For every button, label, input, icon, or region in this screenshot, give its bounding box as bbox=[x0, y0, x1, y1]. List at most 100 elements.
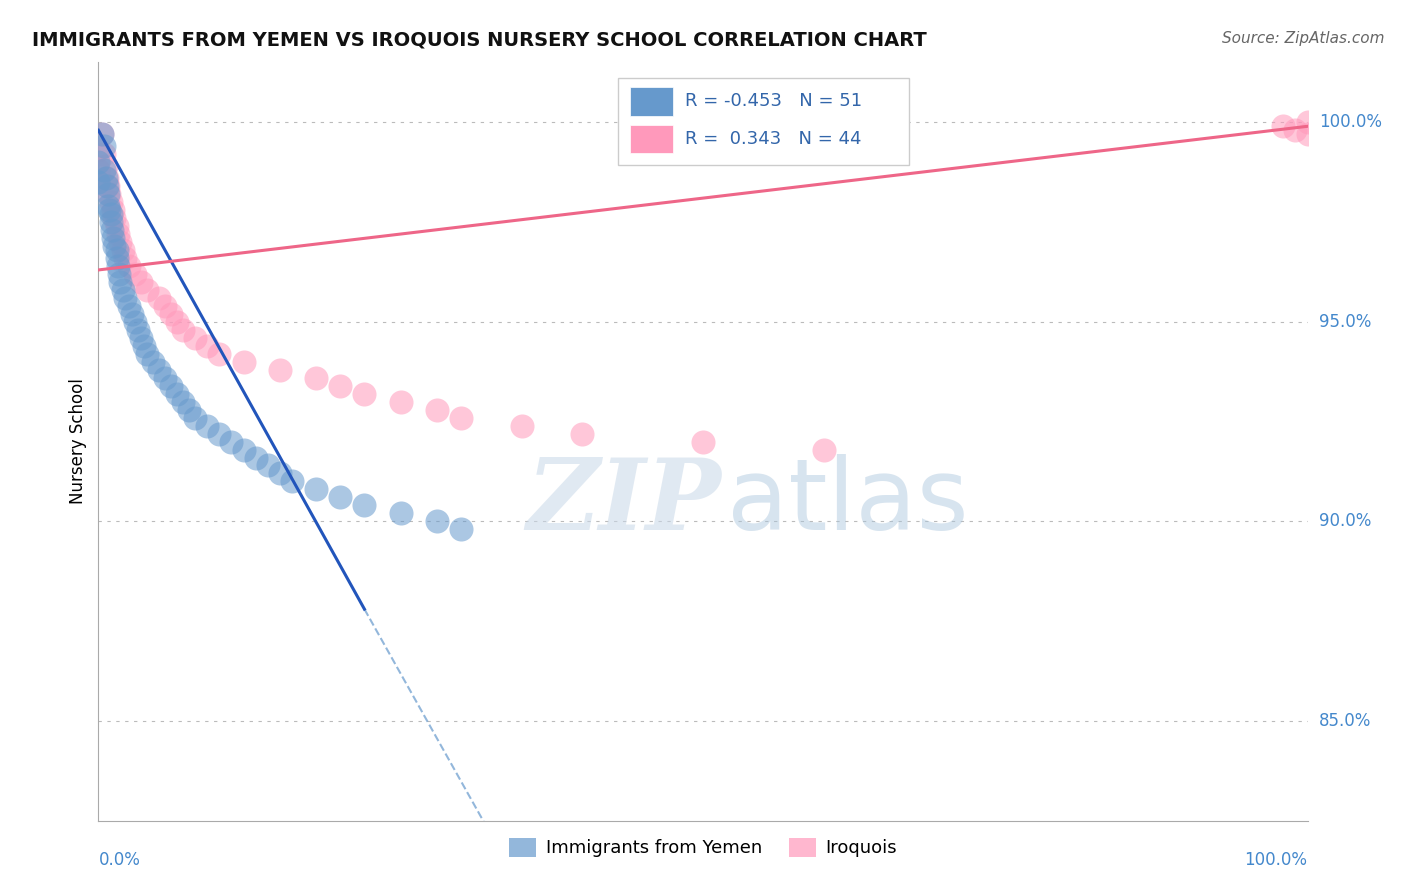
Text: 95.0%: 95.0% bbox=[1319, 313, 1371, 331]
Point bbox=[96, 179, 118, 194]
Point bbox=[100, 223, 122, 237]
Point bbox=[1296, 115, 1319, 129]
Point bbox=[124, 315, 146, 329]
Point bbox=[426, 402, 449, 417]
Text: ZIP: ZIP bbox=[526, 454, 721, 550]
Point bbox=[93, 163, 115, 178]
Point bbox=[101, 203, 124, 218]
Point bbox=[129, 331, 152, 345]
Point bbox=[245, 450, 267, 465]
Point bbox=[91, 128, 114, 142]
Point bbox=[510, 418, 533, 433]
Point bbox=[100, 215, 122, 229]
Point bbox=[1272, 120, 1295, 134]
Point bbox=[195, 418, 218, 433]
Point bbox=[97, 199, 120, 213]
Point bbox=[108, 275, 131, 289]
Legend: Immigrants from Yemen, Iroquois: Immigrants from Yemen, Iroquois bbox=[502, 830, 904, 864]
Point bbox=[127, 323, 149, 337]
Point bbox=[329, 378, 352, 392]
Point bbox=[105, 219, 128, 233]
Point bbox=[121, 307, 143, 321]
Point bbox=[87, 143, 110, 157]
Point bbox=[160, 307, 183, 321]
Point bbox=[450, 410, 472, 425]
Point bbox=[166, 315, 188, 329]
Point bbox=[184, 410, 207, 425]
Text: 100.0%: 100.0% bbox=[1244, 851, 1308, 869]
Point bbox=[148, 291, 170, 305]
Point bbox=[389, 394, 412, 409]
Point bbox=[100, 207, 122, 221]
Point bbox=[353, 499, 375, 513]
Point bbox=[142, 355, 165, 369]
Point bbox=[98, 187, 121, 202]
Point bbox=[426, 514, 449, 528]
Point bbox=[124, 267, 146, 281]
Y-axis label: Nursery School: Nursery School bbox=[69, 378, 87, 505]
Point bbox=[96, 171, 118, 186]
Text: 0.0%: 0.0% bbox=[98, 851, 141, 869]
Point bbox=[166, 386, 188, 401]
Point bbox=[160, 378, 183, 392]
Text: atlas: atlas bbox=[727, 454, 969, 550]
Point bbox=[98, 203, 121, 218]
Text: R = -0.453   N = 51: R = -0.453 N = 51 bbox=[685, 92, 862, 110]
Point bbox=[179, 402, 201, 417]
Point bbox=[87, 155, 110, 169]
Point bbox=[114, 291, 136, 305]
Point bbox=[108, 235, 131, 249]
Point bbox=[93, 139, 115, 153]
Point bbox=[692, 434, 714, 449]
Point bbox=[101, 231, 124, 245]
Point bbox=[1284, 123, 1306, 137]
Point bbox=[195, 339, 218, 353]
Text: 90.0%: 90.0% bbox=[1319, 512, 1371, 531]
Point bbox=[148, 362, 170, 376]
FancyBboxPatch shape bbox=[619, 78, 908, 165]
Point bbox=[94, 159, 117, 173]
Point bbox=[114, 251, 136, 265]
Text: 100.0%: 100.0% bbox=[1319, 113, 1382, 131]
Point bbox=[269, 362, 291, 376]
Point bbox=[134, 339, 156, 353]
Point bbox=[107, 227, 129, 241]
Point bbox=[97, 187, 120, 202]
Text: R =  0.343   N = 44: R = 0.343 N = 44 bbox=[685, 130, 862, 148]
Point bbox=[94, 171, 117, 186]
Point bbox=[97, 179, 120, 194]
Point bbox=[329, 491, 352, 505]
Point bbox=[208, 426, 231, 441]
Point bbox=[108, 267, 131, 281]
FancyBboxPatch shape bbox=[630, 87, 672, 116]
Point bbox=[103, 239, 125, 253]
Point bbox=[91, 128, 114, 142]
Point bbox=[389, 507, 412, 521]
Point bbox=[111, 243, 134, 257]
FancyBboxPatch shape bbox=[630, 125, 672, 153]
Point bbox=[256, 458, 278, 473]
Point bbox=[281, 475, 304, 489]
Point bbox=[221, 434, 243, 449]
Point bbox=[184, 331, 207, 345]
Point bbox=[450, 522, 472, 536]
Point bbox=[105, 243, 128, 257]
Point bbox=[118, 259, 141, 273]
Point bbox=[232, 355, 254, 369]
Point bbox=[153, 299, 176, 313]
Text: Source: ZipAtlas.com: Source: ZipAtlas.com bbox=[1222, 31, 1385, 46]
Point bbox=[172, 394, 194, 409]
Point bbox=[172, 323, 194, 337]
Point bbox=[232, 442, 254, 457]
Point bbox=[135, 283, 157, 297]
Point bbox=[269, 467, 291, 481]
Point bbox=[93, 147, 115, 161]
Text: IMMIGRANTS FROM YEMEN VS IROQUOIS NURSERY SCHOOL CORRELATION CHART: IMMIGRANTS FROM YEMEN VS IROQUOIS NURSER… bbox=[32, 30, 927, 50]
Point bbox=[305, 483, 328, 497]
Point bbox=[153, 370, 176, 384]
Point bbox=[100, 195, 122, 210]
Point bbox=[305, 370, 328, 384]
Point bbox=[118, 299, 141, 313]
Point bbox=[111, 283, 134, 297]
Point bbox=[87, 175, 110, 189]
